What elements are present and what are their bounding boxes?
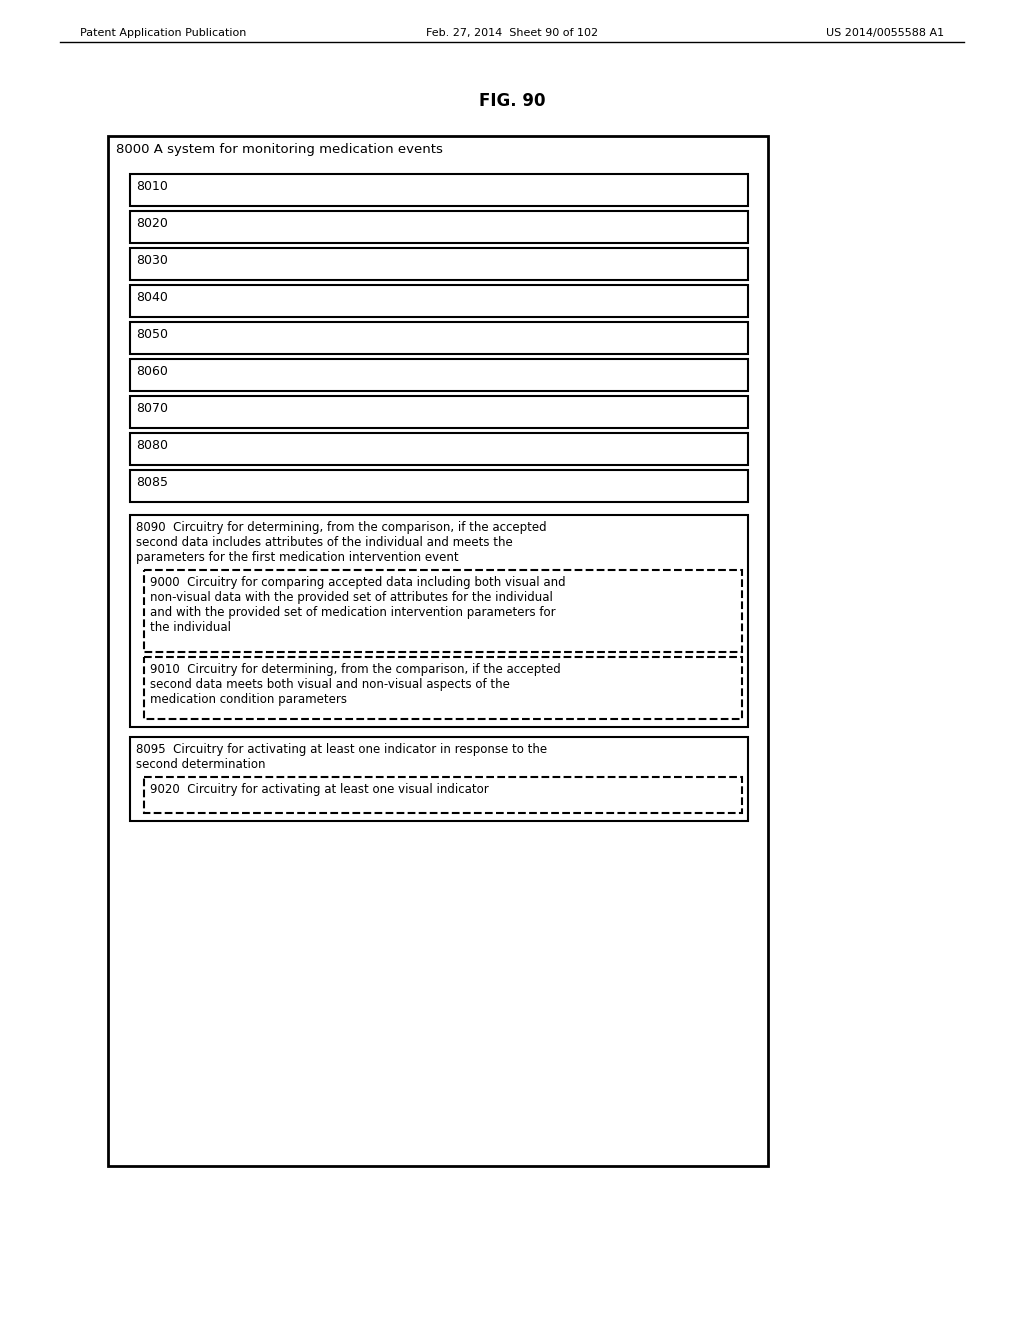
Text: 8050: 8050 [136, 327, 168, 341]
Bar [130, 433, 748, 465]
Text: 8010: 8010 [136, 180, 168, 193]
Text: 8030: 8030 [136, 253, 168, 267]
Text: 8000 A system for monitoring medication events: 8000 A system for monitoring medication … [116, 143, 442, 156]
Text: 9000  Circuitry for comparing accepted data including both visual and
non-visual: 9000 Circuitry for comparing accepted da… [150, 576, 565, 634]
Bar [130, 396, 748, 428]
Text: Feb. 27, 2014  Sheet 90 of 102: Feb. 27, 2014 Sheet 90 of 102 [426, 28, 598, 38]
Bar [130, 359, 748, 391]
Text: 9010  Circuitry for determining, from the comparison, if the accepted
second dat: 9010 Circuitry for determining, from the… [150, 663, 561, 706]
Bar [130, 285, 748, 317]
Bar [130, 174, 748, 206]
Bar [130, 470, 748, 502]
Bar [130, 322, 748, 354]
Bar [130, 737, 748, 821]
Bar [144, 570, 742, 652]
Text: 8080: 8080 [136, 440, 168, 451]
Text: 8090  Circuitry for determining, from the comparison, if the accepted
second dat: 8090 Circuitry for determining, from the… [136, 521, 547, 564]
Bar [144, 777, 742, 813]
Text: 8095  Circuitry for activating at least one indicator in response to the
second : 8095 Circuitry for activating at least o… [136, 743, 547, 771]
Text: 8085: 8085 [136, 477, 168, 488]
Bar [108, 136, 768, 1166]
Text: 8020: 8020 [136, 216, 168, 230]
Text: Patent Application Publication: Patent Application Publication [80, 28, 247, 38]
Bar [130, 248, 748, 280]
Bar [130, 211, 748, 243]
Bar [130, 515, 748, 727]
Text: 9020  Circuitry for activating at least one visual indicator: 9020 Circuitry for activating at least o… [150, 783, 488, 796]
Text: FIG. 90: FIG. 90 [479, 92, 545, 110]
Bar [144, 657, 742, 719]
Text: US 2014/0055588 A1: US 2014/0055588 A1 [826, 28, 944, 38]
Text: 8060: 8060 [136, 366, 168, 378]
Text: 8040: 8040 [136, 290, 168, 304]
Text: 8070: 8070 [136, 403, 168, 414]
